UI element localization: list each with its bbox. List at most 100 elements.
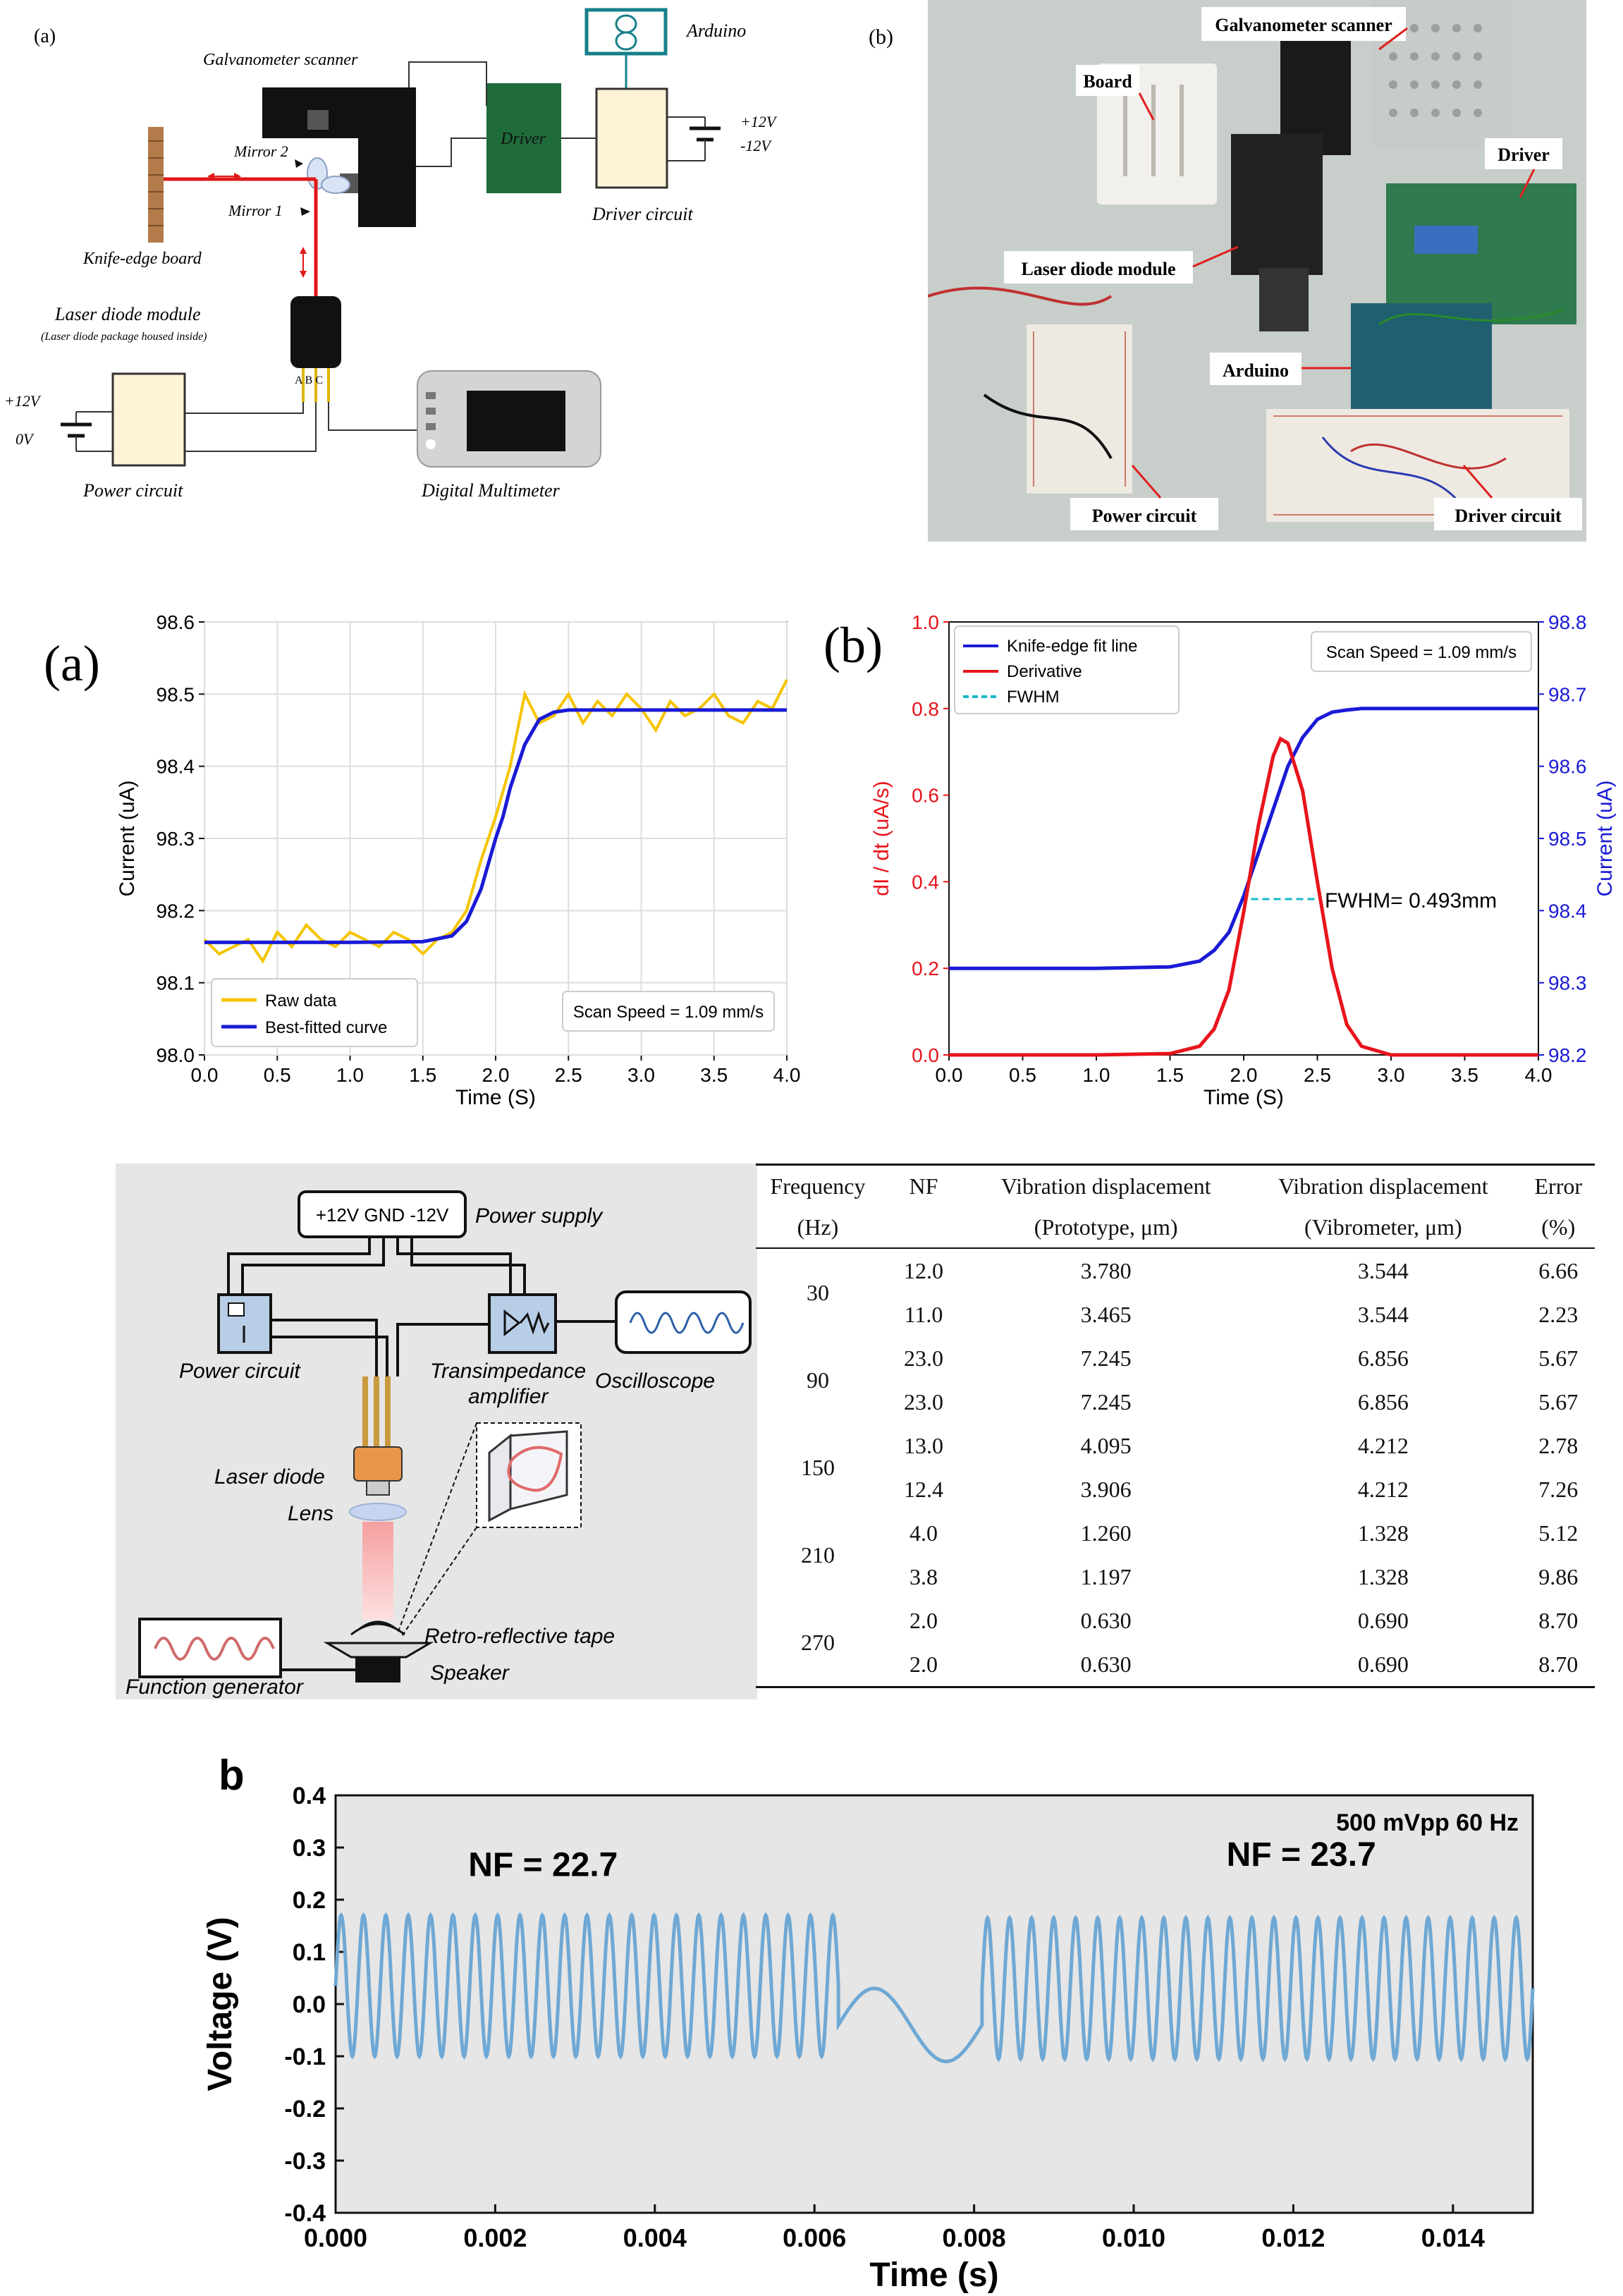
legend: Knife-edge fit line Derivative FWHM — [954, 625, 1180, 714]
y-right-axis-label: Current (uA) — [1593, 780, 1617, 896]
oscilloscope-block — [615, 1290, 752, 1354]
unit-prototype: (Prototype, μm) — [1034, 1214, 1178, 1240]
cell-error: 6.66 — [1538, 1257, 1579, 1283]
knife-edge-fit-line — [949, 707, 1538, 970]
driver-label: Driver — [500, 130, 546, 148]
unit-frequency: (Hz) — [797, 1214, 839, 1240]
voltage-trace-line — [333, 1912, 1535, 2063]
power-circuit-label: Power circuit — [82, 480, 183, 501]
x-tick-label: 3.5 — [1451, 1064, 1478, 1086]
driver-circuit-label: Driver circuit — [592, 204, 693, 224]
nf-annotation-right: NF = 23.7 — [1227, 1836, 1376, 1874]
photo-label-driver-circuit: Driver circuit — [1434, 498, 1582, 530]
function-generator-block — [138, 1618, 282, 1678]
vibration-table-panel: Frequency NF Vibration displacement Vibr… — [756, 1164, 1602, 1699]
y-right-tick-label: 98.5 — [1548, 828, 1587, 850]
y-tick-label: -0.4 — [284, 2200, 326, 2227]
fwhm-annotation: FWHM= 0.493mm — [1325, 889, 1497, 912]
y-left-tick-label: 0.6 — [912, 785, 939, 807]
x-tick-label: 0.0 — [936, 1064, 963, 1086]
speaker-cone — [323, 1642, 434, 1659]
y-right-tick-label: 98.7 — [1548, 683, 1587, 705]
header-frequency: Frequency — [770, 1173, 866, 1199]
cell-vibrometer: 3.544 — [1357, 1257, 1409, 1283]
power-supply-label: Power supply — [475, 1204, 604, 1228]
cell-prototype: 1.260 — [1080, 1520, 1132, 1546]
cell-prototype: 4.095 — [1080, 1432, 1132, 1458]
table-row: 11.0 3.465 3.544 2.23 — [756, 1293, 1595, 1336]
chart-voltage-trace: b 0.000 0.002 0.004 0.006 0.008 0.010 0.012 0.01… — [202, 1752, 1535, 2294]
y-tick-label: 98.1 — [157, 972, 195, 994]
cell-error: 8.70 — [1538, 1651, 1579, 1677]
cell-vibrometer: 4.212 — [1357, 1432, 1409, 1458]
power-plus12-label: +12V — [4, 392, 42, 410]
vibration-setup-schematic: +12V GND -12V Power supply Power circuit… — [116, 1164, 757, 1699]
cell-vibrometer: 3.544 — [1357, 1301, 1409, 1327]
transimpedance-amplifier — [488, 1293, 557, 1354]
arduino-label: Arduino — [685, 20, 746, 41]
tia-label-line2: amplifier — [468, 1385, 549, 1408]
laser-module-label: Laser diode module — [54, 304, 201, 324]
x-tick-label: 4.0 — [1525, 1064, 1552, 1086]
cell-frequency: 150 — [800, 1454, 835, 1480]
photo-label-galvanometer: Galvanometer scanner — [1201, 7, 1406, 41]
y-tick-label: -0.2 — [284, 2096, 326, 2123]
photo-label-driver: Driver — [1485, 138, 1562, 169]
table-row: 270 2.0 0.630 0.690 8.70 — [756, 1599, 1595, 1655]
knife-edge-label: Knife-edge board — [82, 250, 202, 268]
y-tick-label: 0.3 — [293, 1835, 326, 1862]
table-row: 150 13.0 4.095 4.212 2.78 — [756, 1424, 1595, 1480]
y-left-tick-label: 0.4 — [912, 871, 939, 893]
scan-speed-annotation: Scan Speed = 1.09 mm/s — [573, 1003, 764, 1022]
y-tick-label: 98.3 — [157, 828, 195, 850]
photo-label-power: Power circuit — [1070, 498, 1218, 530]
cell-vibrometer: 6.856 — [1357, 1388, 1409, 1415]
mirror2-label: Mirror 2 — [233, 142, 288, 160]
legend-box — [954, 625, 1180, 714]
raw-data-line — [203, 678, 788, 964]
laser-diode-module — [290, 296, 341, 368]
legend: Raw data Best-fitted curve — [211, 978, 418, 1047]
knife-edge-board — [148, 127, 164, 243]
laser-diode — [353, 1446, 403, 1482]
power-circuit-block — [111, 372, 186, 467]
cell-error: 8.70 — [1538, 1607, 1579, 1633]
x-tick-label: 0.5 — [264, 1064, 291, 1086]
unit-error: (%) — [1541, 1214, 1576, 1240]
oscilloscope-label: Oscilloscope — [595, 1369, 715, 1393]
svg-text:Power circuit: Power circuit — [1092, 506, 1197, 526]
derivative-line — [949, 736, 1538, 1057]
cell-error: 5.12 — [1538, 1520, 1579, 1546]
header-nf: NF — [909, 1173, 938, 1199]
scan-speed-annotation: Scan Speed = 1.09 mm/s — [1326, 643, 1517, 662]
cell-frequency: 210 — [800, 1541, 835, 1568]
unit-nf — [880, 1207, 967, 1248]
power-circuit-label-2: Power circuit — [179, 1360, 301, 1383]
x-tick-label: 3.0 — [1378, 1064, 1405, 1086]
lens — [349, 1503, 407, 1521]
nf-annotation-left: NF = 22.7 — [468, 1847, 618, 1884]
fig2-panel-a-label: (a) — [44, 635, 100, 692]
x-tick-label: 3.5 — [700, 1064, 728, 1086]
mirror-1 — [321, 176, 350, 194]
tape-label: Retro-reflective tape — [424, 1625, 615, 1648]
unit-vibrometer: (Vibrometer, μm) — [1304, 1214, 1462, 1240]
x-tick-label: 4.0 — [773, 1064, 801, 1086]
vibration-table: Frequency NF Vibration displacement Vibr… — [756, 1166, 1595, 1686]
cell-nf: 2.0 — [909, 1651, 938, 1677]
x-tick-label: 1.0 — [1083, 1064, 1110, 1086]
y-left-tick-label: 0.8 — [912, 698, 939, 720]
x-tick-label: 2.5 — [555, 1064, 582, 1086]
y-tick-label: 0.0 — [293, 1991, 326, 2018]
x-tick-label: 0.014 — [1421, 2223, 1485, 2252]
cell-vibrometer: 0.690 — [1357, 1651, 1409, 1677]
lens-label: Lens — [288, 1502, 333, 1525]
setup-photo: Galvanometer scanner Board Driver Laser … — [928, 0, 1586, 542]
chart-derivative-fwhm: 0.0 0.5 1.0 1.5 2.0 2.5 3.0 3.5 4.0 0.0 0.2 0.4 0.6 0… — [870, 611, 1617, 1109]
y-left-axis-label: dI / dt (uA/s) — [870, 781, 893, 896]
cell-nf: 13.0 — [903, 1432, 943, 1458]
y-tick-label: 98.5 — [157, 683, 195, 705]
table-row: 2.0 0.630 0.690 8.70 — [756, 1642, 1595, 1686]
x-tick-label: 0.000 — [304, 2223, 367, 2252]
photo-label-arduino: Arduino — [1210, 353, 1302, 385]
